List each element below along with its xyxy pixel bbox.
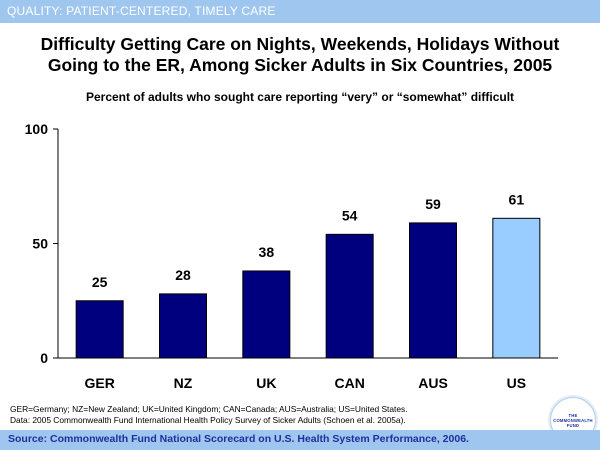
logo-line-2: COMMONWEALTH [553,417,593,423]
logo-line-3: FUND [566,422,580,428]
y-tick-label: 100 [25,121,49,137]
header-bar: QUALITY: PATIENT-CENTERED, TIMELY CARE [0,0,600,23]
footnotes: GER=Germany; NZ=New Zealand; UK=United K… [10,404,530,426]
data-label-ger: 25 [92,274,108,290]
x-tick-label-can: CAN [334,375,364,391]
bar-ger [75,300,124,359]
data-label-aus: 59 [425,196,441,212]
y-tick-label: 0 [40,350,48,366]
chart-title-line-1: Difficulty Getting Care on Nights, Weeke… [40,34,560,54]
source-bar: Source: Commonwealth Fund National Score… [0,430,600,450]
bar-aus [409,222,457,359]
bar-us [492,217,541,359]
data-label-can: 54 [342,207,358,223]
logo-line-1: THE [568,412,578,418]
source-text: Source: Commonwealth Fund National Score… [8,433,469,445]
x-tick-label-us: US [507,375,526,391]
data-label-us: 61 [509,191,525,207]
x-tick-label-aus: AUS [418,375,448,391]
x-tick-label-uk: UK [256,375,276,391]
data-label-nz: 28 [175,267,191,283]
category-label: QUALITY: PATIENT-CENTERED, TIMELY CARE [7,4,276,18]
chart-title-line-2: Going to the ER, Among Sicker Adults in … [47,55,553,75]
bar-uk [242,270,291,359]
chart-title: Difficulty Getting Care on Nights, Weeke… [0,34,600,76]
bar-chart: 0 50 100 25 GER 28 NZ 38 UK 54 CAN 59 AUS 61 US [25,121,558,391]
footnote-data-source: Data: 2005 Commonwealth Fund Internation… [10,415,406,425]
chart-subtitle: Percent of adults who sought care report… [85,90,515,104]
x-tick-label-nz: NZ [174,375,193,391]
bar-nz [159,293,207,359]
x-tick-label-ger: GER [84,375,114,391]
y-tick-label: 50 [32,236,48,252]
footnote-abbreviations: GER=Germany; NZ=New Zealand; UK=United K… [10,404,408,414]
bar-can [325,233,374,359]
data-label-uk: 38 [259,244,275,260]
